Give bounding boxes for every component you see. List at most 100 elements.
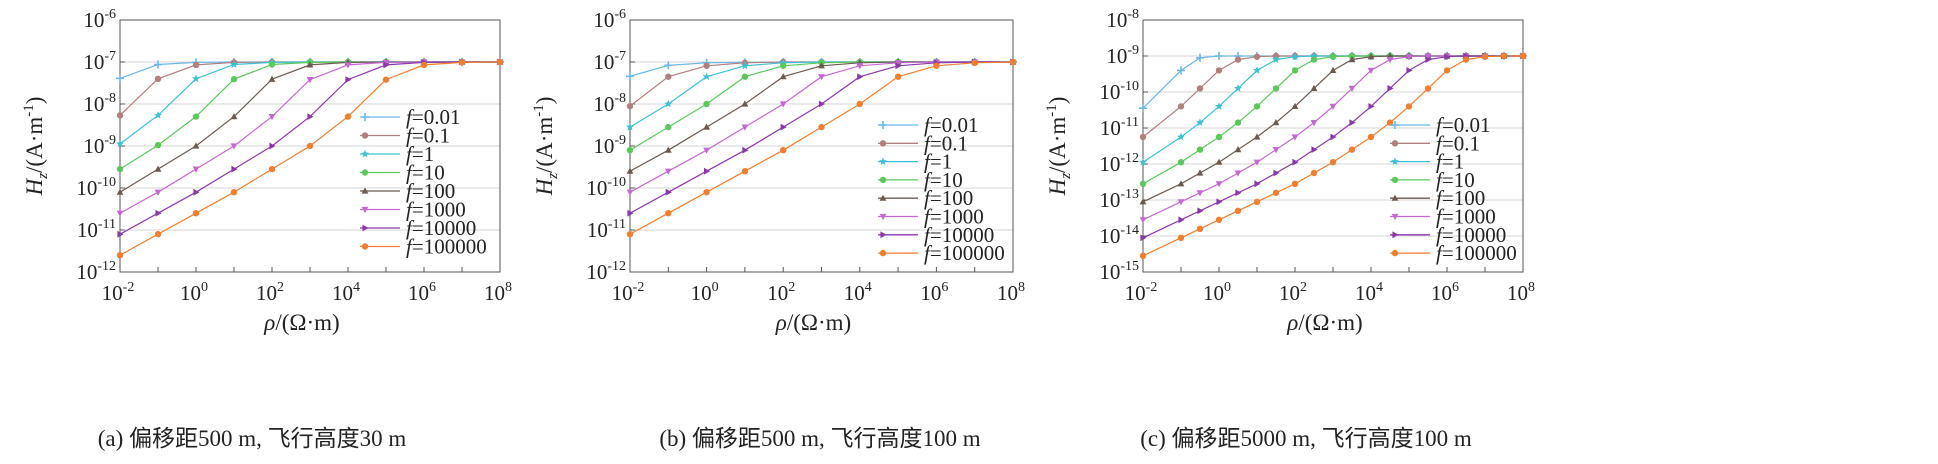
data-point (155, 209, 162, 217)
legend: f=0.01f=0.1f=1f=10f=100f=1000f=10000f=10… (878, 113, 1005, 265)
data-point (1196, 53, 1204, 62)
legend-item: f=100000 (360, 235, 487, 259)
x-tick-label: 108 (484, 280, 512, 305)
legend-item: f=0.01 (1390, 113, 1490, 137)
data-point (664, 146, 672, 153)
data-point (230, 189, 238, 196)
legend-marker (879, 176, 887, 184)
data-point (268, 114, 276, 121)
data-point (1291, 67, 1299, 74)
data-point (344, 62, 352, 69)
y-tick-label: 10-12 (1099, 151, 1139, 176)
y-tick-label: 10-6 (593, 7, 626, 32)
data-point (1139, 252, 1147, 259)
data-point (742, 146, 749, 154)
data-point (626, 72, 634, 81)
data-point (192, 113, 200, 120)
legend-marker (362, 224, 369, 232)
legend-item: f=10000 (1390, 223, 1506, 247)
data-point (626, 189, 634, 196)
data-point (192, 61, 200, 69)
data-point (818, 74, 825, 81)
data-point (703, 62, 710, 69)
x-tick-label: 104 (844, 280, 872, 305)
data-point (344, 113, 352, 120)
y-tick-label: 10-8 (593, 91, 626, 116)
data-point (1481, 53, 1489, 60)
data-point (1386, 57, 1394, 64)
data-point (1387, 85, 1394, 92)
y-tick-label: 10-13 (1099, 187, 1139, 212)
series-line (1142, 55, 1523, 257)
legend-item: f=10000 (878, 223, 994, 247)
data-point (230, 143, 238, 150)
x-tick-label: 106 (1431, 280, 1459, 305)
legend-label: f=10 (924, 168, 963, 192)
data-point (664, 61, 673, 70)
legend: f=0.01f=0.1f=1f=10f=100f=1000f=10000f=10… (360, 105, 487, 259)
data-point (933, 62, 940, 69)
legend-item: f=100000 (1390, 241, 1517, 265)
data-point (116, 74, 124, 83)
data-point (779, 58, 788, 67)
data-point (1253, 159, 1261, 166)
data-point (496, 58, 504, 66)
legend-item: f=1000 (878, 205, 984, 229)
data-point (1329, 53, 1337, 60)
legend-label: f=1 (406, 142, 434, 166)
legend-marker (361, 169, 369, 176)
data-point (703, 123, 710, 130)
data-point (1291, 102, 1299, 109)
data-point (1234, 207, 1242, 214)
x-tick-label: 100 (691, 280, 719, 305)
legend-label: f=100000 (406, 235, 487, 259)
legend-label: f=10 (406, 161, 445, 185)
legend-marker (879, 249, 887, 257)
legend-marker (1391, 194, 1399, 201)
series-100000 (626, 58, 1017, 238)
data-point (1177, 199, 1185, 206)
data-point (116, 188, 124, 195)
data-point (1139, 217, 1147, 224)
data-point (116, 165, 124, 173)
data-point (1348, 85, 1356, 92)
x-axis: 10-2 100 102 104 106 108 (102, 267, 512, 305)
y-tick-label: 10-11 (77, 217, 116, 242)
data-point (306, 61, 314, 68)
legend-label: f=10 (1436, 168, 1475, 192)
data-point (1291, 180, 1299, 187)
x-tick-label: 10-2 (612, 280, 645, 305)
data-point (193, 188, 200, 196)
x-tick-label: 108 (1507, 280, 1535, 305)
data-point (1196, 85, 1204, 92)
data-point (1177, 103, 1185, 110)
data-point (192, 210, 200, 217)
legend-label: f=1000 (406, 198, 466, 222)
data-point (268, 61, 276, 68)
data-point (420, 61, 428, 69)
legend-marker (879, 157, 887, 165)
data-point (704, 167, 711, 175)
legend-label: f=1 (1436, 150, 1464, 174)
legend-label: f=0.1 (1436, 131, 1480, 155)
data-point (1139, 104, 1147, 113)
data-point (231, 165, 238, 173)
series-100000 (116, 58, 504, 259)
x-axis-title: ρ/(Ω·m) (263, 310, 339, 335)
data-point (703, 100, 710, 108)
data-point (1519, 52, 1527, 60)
data-point (1215, 181, 1223, 188)
legend-label: f=1000 (1436, 205, 1496, 229)
legend-label: f=0.01 (406, 105, 460, 129)
data-point (741, 124, 749, 131)
data-point (780, 147, 787, 154)
legend-item: f=10 (1390, 168, 1475, 192)
data-point (626, 167, 634, 174)
y-tick-label: 10-6 (83, 7, 116, 32)
data-point (307, 113, 314, 120)
data-point (1406, 67, 1413, 74)
y-axis-title: Hz/(A·m-1) (21, 97, 51, 197)
data-point (627, 209, 634, 217)
legend-item: f=100 (1390, 186, 1485, 210)
data-point (665, 210, 672, 217)
